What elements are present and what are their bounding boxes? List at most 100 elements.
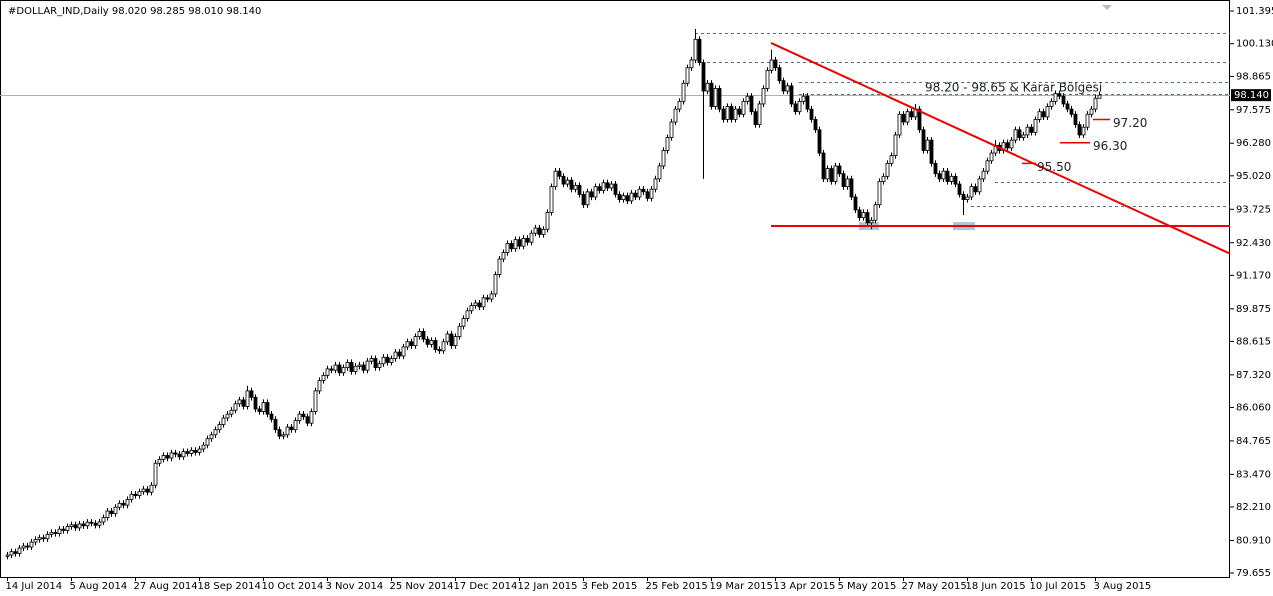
candle-body bbox=[77, 523, 82, 529]
candle-body bbox=[645, 191, 650, 199]
candle-body bbox=[1033, 119, 1038, 133]
candle-body bbox=[461, 318, 466, 327]
candle-body bbox=[485, 297, 490, 300]
candle-body bbox=[865, 212, 870, 224]
candle-body bbox=[445, 333, 450, 343]
candle-body bbox=[113, 506, 118, 515]
candle-body bbox=[561, 175, 566, 185]
candle-body bbox=[301, 413, 306, 418]
candle-body bbox=[73, 524, 78, 529]
candle-body bbox=[165, 455, 170, 459]
candle-body bbox=[389, 358, 394, 363]
candle-body bbox=[685, 67, 690, 84]
candle-body bbox=[729, 106, 734, 120]
candle-body bbox=[29, 541, 34, 548]
candle-body bbox=[589, 191, 594, 198]
candle-body bbox=[621, 195, 626, 200]
candle-body bbox=[129, 493, 134, 500]
candle-body bbox=[609, 183, 614, 189]
candle-body bbox=[133, 493, 138, 496]
candle-body bbox=[857, 209, 862, 219]
candle-body bbox=[773, 59, 778, 69]
candle-body bbox=[625, 195, 630, 202]
candle-body bbox=[981, 170, 986, 180]
candle-body bbox=[81, 523, 86, 527]
x-tick-label: 25 Feb 2015 bbox=[646, 581, 708, 592]
candle-body bbox=[945, 170, 950, 182]
candle-body bbox=[477, 302, 482, 308]
candle-body bbox=[861, 212, 866, 219]
candle-body bbox=[713, 88, 718, 107]
candle-body bbox=[157, 458, 162, 464]
candle-body bbox=[889, 155, 894, 164]
candle-body bbox=[385, 356, 390, 363]
candle-body bbox=[809, 108, 814, 120]
candle-body bbox=[877, 181, 882, 206]
candle-body bbox=[701, 62, 706, 92]
y-tick-label: 84.765 bbox=[1236, 436, 1271, 447]
candle-body bbox=[317, 380, 322, 392]
candle-body bbox=[61, 528, 66, 531]
candle-body bbox=[1021, 134, 1026, 138]
candle-body bbox=[293, 420, 298, 431]
candle-body bbox=[977, 178, 982, 193]
chart-title: #DOLLAR_IND,Daily 98.020 98.285 98.010 9… bbox=[8, 6, 261, 17]
candle-body bbox=[21, 545, 26, 549]
candle-body bbox=[241, 399, 246, 407]
candle-body bbox=[117, 502, 122, 508]
candle-body bbox=[781, 80, 786, 92]
y-tick-label: 100.130 bbox=[1236, 39, 1273, 50]
candle-body bbox=[261, 402, 266, 412]
candle-body bbox=[89, 521, 94, 524]
x-tick-label: 5 Aug 2014 bbox=[70, 581, 128, 592]
candle-body bbox=[289, 426, 294, 431]
candle-body bbox=[137, 491, 142, 496]
candle-body bbox=[537, 227, 542, 235]
candle-body bbox=[921, 129, 926, 151]
candle-body bbox=[801, 95, 806, 102]
candle-body bbox=[521, 237, 526, 247]
y-tick-label: 82.210 bbox=[1236, 502, 1271, 513]
candle-body bbox=[1013, 129, 1018, 141]
candle-body bbox=[985, 160, 990, 172]
candle-body bbox=[785, 85, 790, 92]
y-tick-label: 95.020 bbox=[1236, 171, 1271, 182]
candle-body bbox=[693, 38, 698, 61]
candle-body bbox=[725, 106, 730, 120]
candle-body bbox=[253, 396, 258, 410]
x-tick-label: 3 Aug 2015 bbox=[1094, 581, 1152, 592]
candle-body bbox=[905, 111, 910, 123]
candle-body bbox=[829, 168, 834, 182]
candle-body bbox=[545, 212, 550, 230]
candle-body bbox=[761, 88, 766, 105]
candle-body bbox=[573, 184, 578, 190]
candle-body bbox=[217, 424, 222, 431]
candle-body bbox=[1057, 93, 1062, 97]
candle-body bbox=[505, 243, 510, 253]
candle-body bbox=[465, 310, 470, 319]
candle-body bbox=[1009, 139, 1014, 149]
candle-body bbox=[449, 333, 454, 347]
x-tick-label: 12 Jan 2015 bbox=[518, 581, 578, 592]
x-tick-label: 14 Jul 2014 bbox=[6, 581, 63, 592]
candle-body bbox=[757, 103, 762, 126]
candle-body bbox=[613, 183, 618, 195]
candle-body bbox=[1017, 129, 1022, 138]
candle-body bbox=[413, 336, 418, 347]
candle-body bbox=[745, 95, 750, 102]
candle-body bbox=[501, 252, 506, 260]
candle-body bbox=[345, 362, 350, 369]
candle-body bbox=[1073, 113, 1078, 126]
candle-body bbox=[689, 59, 694, 69]
candle-body bbox=[525, 237, 530, 243]
candle-body bbox=[481, 297, 486, 308]
candle-body bbox=[1097, 94, 1102, 99]
candle-body bbox=[233, 403, 238, 411]
candle-body bbox=[737, 108, 742, 115]
candle-body bbox=[769, 59, 774, 71]
y-tick-label: 87.320 bbox=[1236, 370, 1271, 381]
candle-body bbox=[657, 165, 662, 180]
candle-body bbox=[357, 364, 362, 367]
candle-body bbox=[1065, 103, 1070, 110]
